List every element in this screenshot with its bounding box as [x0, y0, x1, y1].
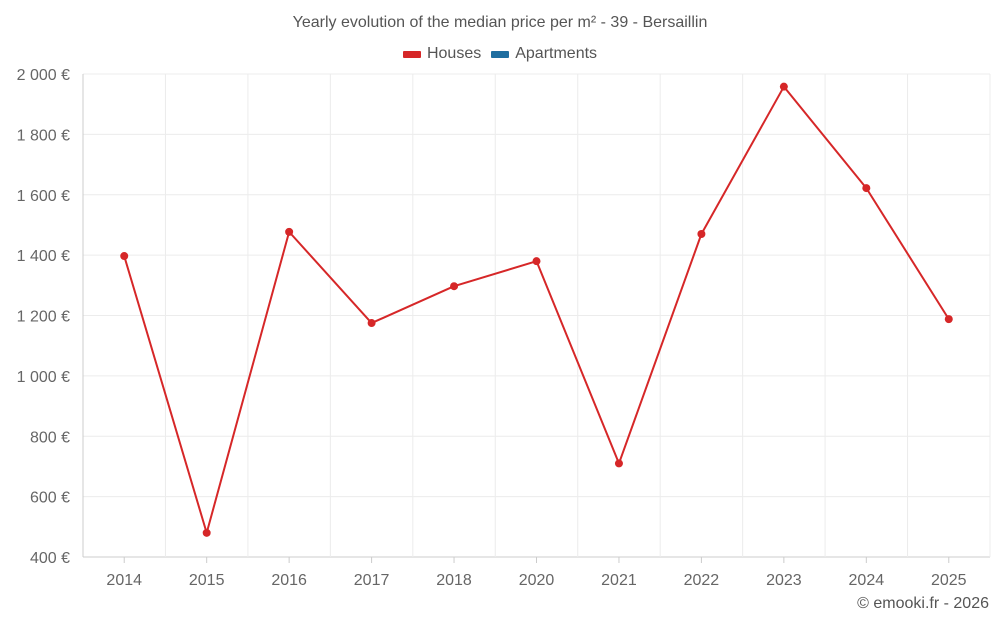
x-tick-label: 2020: [519, 572, 555, 589]
y-tick-label: 1 000 €: [17, 369, 70, 386]
x-tick-label: 2018: [436, 572, 472, 589]
legend-swatch-houses: [402, 50, 421, 58]
x-tick-label: 2024: [849, 572, 885, 589]
x-tick-label: 2023: [766, 572, 802, 589]
x-tick-label: 2015: [189, 572, 225, 589]
chart-title: Yearly evolution of the median price per…: [292, 14, 708, 31]
data-point-houses: [285, 227, 294, 236]
x-tick-label: 2022: [684, 572, 720, 589]
x-tick-label: 2021: [601, 572, 637, 589]
data-point-houses: [120, 252, 129, 261]
y-tick-label: 1 400 €: [17, 248, 70, 265]
data-point-houses: [532, 257, 541, 266]
y-axis: 400 € 600 € 800 € 1 000 € 1 200 € 1 400 € 1 60…: [17, 67, 70, 567]
y-tick-label: 400 €: [30, 550, 70, 567]
x-tick-label: 2017: [354, 572, 390, 589]
data-point-houses: [944, 315, 953, 324]
x-tick-label: 2025: [931, 572, 967, 589]
legend-swatch-apartments: [491, 50, 510, 58]
credit: © emooki.fr - 2026: [857, 595, 989, 612]
y-tick-label: 600 €: [30, 490, 70, 507]
y-tick-label: 2 000 €: [17, 67, 70, 84]
data-point-houses: [697, 229, 706, 238]
data-point-houses: [779, 82, 788, 91]
x-tick-label: 2014: [106, 572, 142, 589]
y-tick-label: 1 600 €: [17, 188, 70, 205]
y-tick-label: 1 800 €: [17, 127, 70, 144]
data-point-houses: [450, 282, 459, 291]
series-houses: [120, 82, 953, 537]
y-tick-label: 800 €: [30, 429, 70, 446]
x-tick-label: 2016: [271, 572, 307, 589]
data-point-houses: [202, 528, 211, 537]
data-point-houses: [862, 184, 871, 193]
data-point-houses: [367, 319, 376, 328]
y-tick-label: 1 200 €: [17, 309, 70, 326]
legend-label-houses: Houses: [426, 45, 482, 62]
legend: Houses Apartments: [0, 45, 1000, 63]
legend-item-houses[interactable]: Houses: [402, 45, 482, 63]
legend-label-apartments: Apartments: [515, 45, 598, 62]
x-axis: 2014 2015 2016 2017 2018 2020 2021 2022 2023 2024…: [106, 557, 967, 589]
grid: [82, 73, 991, 558]
data-point-houses: [614, 459, 623, 468]
legend-item-apartments[interactable]: Apartments: [491, 45, 597, 63]
